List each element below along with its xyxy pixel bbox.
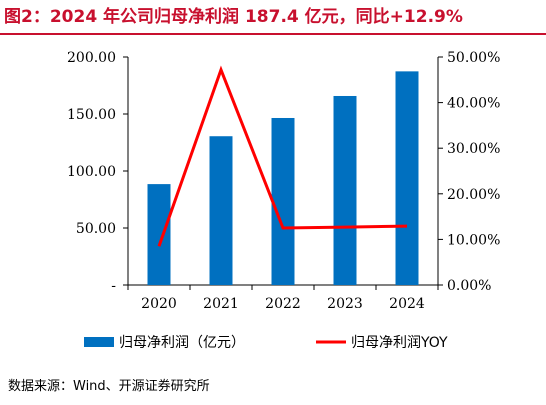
x-tick-label: 2022 (265, 296, 301, 312)
x-tick-label: 2024 (389, 296, 425, 312)
legend-line-label: 归母净利润YOY (351, 334, 448, 351)
y-right-tick-label: 10.00% (447, 232, 500, 248)
bar-2020 (147, 184, 171, 285)
legend-bar-label: 归母净利润（亿元） (119, 334, 245, 351)
source-note: 数据来源：Wind、开源证券研究所 (8, 379, 210, 394)
y-left-tick-label: 200.00 (67, 50, 116, 66)
y-left-tick-label: 150.00 (67, 107, 116, 123)
y-left-tick-label: - (111, 278, 116, 294)
bar-2021 (209, 136, 233, 285)
x-tick-label: 2021 (203, 296, 239, 312)
y-right-tick-label: 0.00% (447, 278, 491, 294)
y-right-tick-label: 20.00% (447, 187, 500, 203)
title-divider (0, 33, 546, 35)
chart-title: 图2：2024 年公司归母净利润 187.4 亿元，同比+12.9% (4, 7, 463, 27)
y-left-tick-label: 100.00 (67, 164, 116, 180)
y-right-tick-label: 40.00% (447, 96, 500, 112)
y-left-tick-label: 50.00 (76, 221, 116, 237)
x-tick-label: 2023 (327, 296, 363, 312)
bar-2024 (395, 71, 419, 285)
x-tick-label: 2020 (141, 296, 177, 312)
bar-2022 (271, 117, 295, 286)
y-right-tick-label: 30.00% (447, 141, 500, 157)
bar-2023 (333, 95, 357, 285)
y-right-tick-label: 50.00% (447, 50, 500, 66)
legend-bar-swatch (84, 337, 114, 347)
